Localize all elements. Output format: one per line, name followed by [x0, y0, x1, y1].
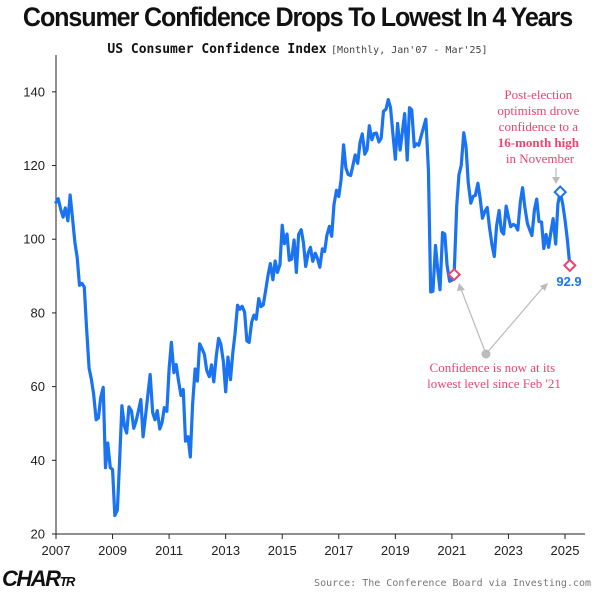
tick-labels: 20 40 60 80 100 120 140 2007 2009 2011 2013 2015 201… — [23, 84, 579, 558]
subtitle-range: [Monthly, Jan'07 - Mar'25] — [331, 45, 488, 56]
annotation-peak-arrowhead — [552, 177, 560, 184]
y-tick-label: 20 — [31, 527, 45, 542]
low-marker — [562, 258, 577, 273]
x-tick-label: 2017 — [324, 543, 353, 558]
axes — [55, 55, 585, 535]
annotation-low-arrow-right — [485, 284, 546, 355]
annotation-peak-line1: Post-election — [504, 87, 572, 102]
annotation-low-arrowhead-right — [540, 283, 548, 291]
subtitle-main: US Consumer Confidence Index — [107, 42, 327, 57]
annotation-peak-line3: confidence to a — [499, 119, 579, 134]
y-tick-label: 120 — [23, 158, 45, 173]
y-tick-label: 140 — [23, 84, 45, 99]
x-tick-label: 2009 — [98, 543, 127, 558]
y-tick-label: 100 — [23, 232, 45, 247]
chart-subtitle: US Consumer Confidence Index [Monthly, J… — [0, 40, 595, 58]
highlighted-markers — [447, 185, 577, 282]
x-tick-label: 2019 — [381, 543, 410, 558]
low-marker — [447, 267, 462, 282]
annotation-low-arrowhead-left — [457, 283, 465, 291]
annotation-peak: Post-election optimism drove confidence … — [497, 87, 582, 166]
x-tick-label: 2011 — [155, 543, 183, 558]
y-tick-label: 60 — [31, 379, 45, 394]
x-tick-label: 2007 — [42, 543, 71, 558]
peak-marker — [553, 185, 568, 199]
annotation-peak-line2: optimism drove — [497, 103, 579, 118]
annotation-peak-line4: 16-month high — [498, 135, 580, 150]
x-tick-label: 2013 — [211, 543, 240, 558]
y-tick-label: 80 — [31, 305, 45, 320]
page-title: Consumer Confidence Drops To Lowest In 4… — [22, 2, 573, 32]
annotation-low-line2: lowest level since Feb '21 — [427, 376, 561, 391]
series-layer — [54, 97, 572, 518]
logo-tail: TR — [59, 574, 76, 589]
x-tick-label: 2015 — [268, 543, 297, 558]
series-line — [54, 97, 572, 518]
annotations: Post-election optimism drove confidence … — [427, 87, 582, 391]
x-tick-label: 2025 — [551, 543, 580, 558]
annotation-low-origin-dot — [481, 349, 491, 359]
x-tick-label: 2023 — [494, 543, 523, 558]
annotation-low-line1: Confidence is now at its — [430, 360, 556, 375]
annotation-low: Confidence is now at its lowest level si… — [427, 360, 561, 391]
chartr-logo: CHARTR — [2, 566, 76, 592]
x-tick-label: 2021 — [437, 543, 466, 558]
logo-main: CHAR — [2, 566, 61, 591]
end-value-label: 92.9 — [556, 274, 581, 289]
annotation-low-arrow-left — [460, 288, 487, 355]
y-tick-label: 40 — [31, 453, 45, 468]
annotation-peak-line5: in November — [506, 151, 575, 166]
source-note: Source: The Conference Board via Investi… — [314, 578, 591, 589]
